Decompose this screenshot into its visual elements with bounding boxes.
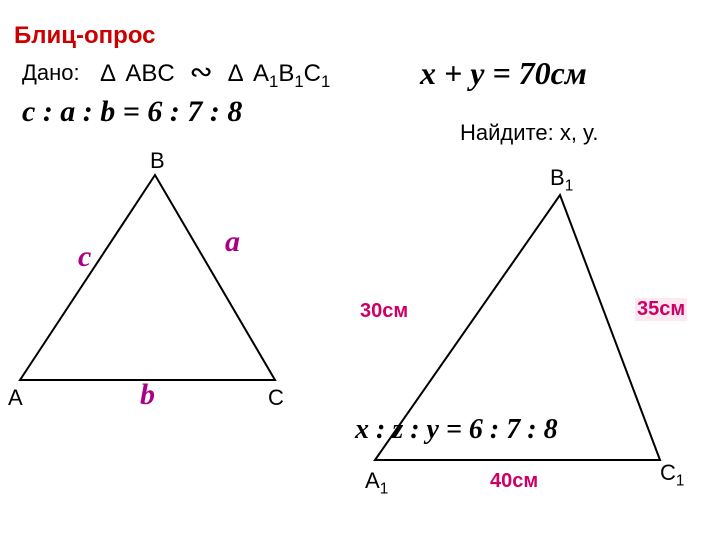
tri2-a-sub: 1 bbox=[269, 72, 278, 91]
vertex-A: A bbox=[8, 385, 23, 411]
similar-icon: ∾ bbox=[189, 56, 212, 87]
tri2-b: B bbox=[278, 60, 294, 87]
delta1: Δ bbox=[100, 60, 115, 87]
vertex-B1-sub: 1 bbox=[565, 177, 574, 194]
find-label: Найдите: x, y. bbox=[460, 120, 599, 146]
vertex-C1-base: C bbox=[660, 460, 676, 485]
side-35: 35см bbox=[635, 298, 687, 321]
ratio-cab: c : a : b = 6 : 7 : 8 bbox=[22, 95, 242, 129]
canvas: Блиц-опрос Дано: Δ ABC ∾ Δ A1B1C1 c : a … bbox=[0, 0, 720, 540]
equation-xy: x + y = 70см bbox=[420, 55, 587, 92]
tri1: ABC bbox=[125, 60, 174, 87]
triangle-left bbox=[20, 175, 275, 380]
delta2: Δ bbox=[228, 60, 243, 87]
vertex-C: C bbox=[268, 385, 284, 411]
vertex-C1: C1 bbox=[660, 460, 684, 490]
side-30: 30см bbox=[360, 300, 408, 323]
tri2-a: A bbox=[253, 60, 269, 87]
tri2-b-sub: 1 bbox=[294, 72, 303, 91]
ratio-xzy: x : z : y = 6 : 7 : 8 bbox=[355, 414, 558, 446]
side-c: c bbox=[78, 240, 91, 274]
given-triangles: Δ ABC ∾ Δ A1B1C1 bbox=[100, 55, 330, 92]
blitz-title: Блиц-опрос bbox=[14, 22, 156, 50]
side-a: a bbox=[225, 225, 240, 259]
vertex-B1: B1 bbox=[550, 165, 573, 195]
tri2-c-sub: 1 bbox=[321, 72, 330, 91]
side-b: b bbox=[140, 378, 155, 412]
vertex-A1-sub: 1 bbox=[380, 480, 389, 497]
side-40: 40см bbox=[490, 470, 538, 493]
vertex-B1-base: B bbox=[550, 165, 565, 190]
vertex-A1: A1 bbox=[365, 468, 388, 498]
given-label: Дано: bbox=[22, 60, 80, 86]
tri2-c: C bbox=[304, 60, 321, 87]
vertex-A1-base: A bbox=[365, 468, 380, 493]
vertex-C1-sub: 1 bbox=[676, 472, 685, 489]
vertex-B: B bbox=[150, 148, 165, 174]
